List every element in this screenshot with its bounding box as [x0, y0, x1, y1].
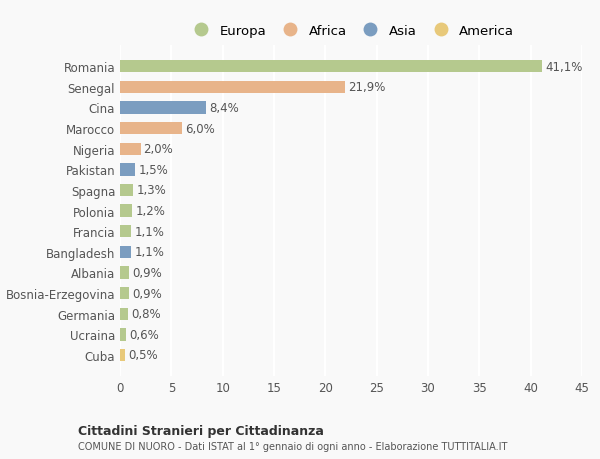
Text: COMUNE DI NUORO - Dati ISTAT al 1° gennaio di ogni anno - Elaborazione TUTTITALI: COMUNE DI NUORO - Dati ISTAT al 1° genna…	[78, 441, 508, 451]
Text: 0,9%: 0,9%	[133, 266, 162, 280]
Bar	[120, 267, 129, 279]
Bar	[120, 225, 131, 238]
Bar	[120, 329, 126, 341]
Bar	[120, 308, 128, 320]
Legend: Europa, Africa, Asia, America: Europa, Africa, Asia, America	[182, 19, 520, 43]
Text: Cittadini Stranieri per Cittadinanza: Cittadini Stranieri per Cittadinanza	[78, 424, 324, 437]
Bar	[120, 349, 125, 361]
Text: 1,1%: 1,1%	[134, 246, 164, 259]
Bar	[120, 102, 206, 114]
Bar	[120, 205, 133, 217]
Bar	[120, 123, 182, 135]
Bar	[120, 82, 345, 94]
Text: 2,0%: 2,0%	[143, 143, 173, 156]
Text: 1,3%: 1,3%	[136, 184, 166, 197]
Bar	[120, 287, 129, 300]
Text: 0,6%: 0,6%	[129, 328, 159, 341]
Text: 1,5%: 1,5%	[139, 163, 168, 176]
Bar	[120, 61, 542, 73]
Bar	[120, 164, 136, 176]
Bar	[120, 185, 133, 197]
Text: 0,9%: 0,9%	[133, 287, 162, 300]
Text: 0,8%: 0,8%	[131, 308, 161, 320]
Text: 21,9%: 21,9%	[348, 81, 385, 94]
Bar	[120, 246, 131, 258]
Text: 1,1%: 1,1%	[134, 225, 164, 238]
Text: 1,2%: 1,2%	[136, 205, 165, 218]
Text: 8,4%: 8,4%	[209, 102, 239, 115]
Text: 0,5%: 0,5%	[128, 349, 158, 362]
Text: 6,0%: 6,0%	[185, 123, 214, 135]
Bar	[120, 143, 140, 156]
Text: 41,1%: 41,1%	[545, 61, 583, 73]
